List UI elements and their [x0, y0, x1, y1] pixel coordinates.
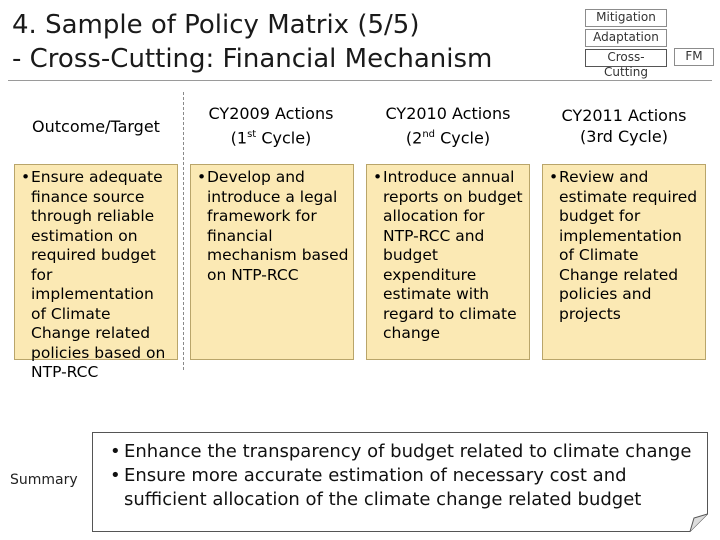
tag-cross-cutting: Cross-Cutting	[585, 49, 667, 79]
cell-outcome-text: Ensure adequate finance source through r…	[31, 168, 166, 381]
cell-cy2009: • Develop and introduce a legal framework…	[190, 164, 354, 360]
slide-title: 4. Sample of Policy Matrix (5/5) - Cross…	[12, 8, 492, 76]
header-cy2009-title: CY2009 Actions	[208, 104, 334, 124]
title-divider	[8, 80, 712, 81]
tag-mitigation: Mitigation	[585, 9, 667, 27]
header-cy2011-cycle: (3rd Cycle)	[580, 127, 668, 146]
header-outcome: Outcome/Target	[16, 94, 176, 158]
summary-callout-shape	[92, 432, 708, 532]
header-cy2009-cycle: (1st Cycle)	[230, 128, 312, 148]
summary-list: • Enhance the transparency of budget rela…	[110, 440, 700, 512]
header-cy2011: CY2011 Actions (3rd Cycle)	[542, 94, 706, 158]
cell-cy2011-text: Review and estimate required budget for …	[559, 168, 698, 323]
summary-item: • Ensure more accurate estimation of nece…	[110, 465, 642, 510]
header-cy2010: CY2010 Actions (2nd Cycle)	[366, 94, 530, 158]
slide-title-line-1: 4. Sample of Policy Matrix (5/5)	[12, 10, 420, 40]
bullet-icon: •	[373, 168, 383, 186]
bullet-icon: •	[110, 465, 121, 486]
column-divider	[183, 92, 184, 370]
bullet-icon: •	[110, 441, 121, 462]
summary-label: Summary	[10, 472, 78, 488]
header-cy2010-title: CY2010 Actions	[385, 104, 511, 124]
bullet-icon: •	[21, 168, 31, 186]
cell-outcome: • Ensure adequate finance source through …	[14, 164, 178, 381]
header-cy2011-title: CY2011 Actions	[561, 106, 687, 125]
header-outcome-label: Outcome/Target	[32, 116, 160, 136]
slide-title-line-2: - Cross-Cutting: Financial Mechanism	[12, 44, 493, 74]
cell-cy2010-text: Introduce annual reports on budget alloc…	[383, 168, 523, 342]
tag-adaptation: Adaptation	[585, 29, 667, 47]
cell-cy2011: • Review and estimate required budget for…	[542, 164, 706, 360]
bullet-icon: •	[549, 168, 559, 186]
cell-cy2009-text: Develop and introduce a legal framework …	[207, 168, 349, 284]
cell-cy2010: • Introduce annual reports on budget allo…	[366, 164, 530, 360]
header-cy2009: CY2009 Actions (1st Cycle)	[190, 94, 352, 158]
summary-item: • Enhance the transparency of budget rela…	[110, 441, 692, 462]
tag-fm: FM	[674, 48, 714, 66]
bullet-icon: •	[197, 168, 207, 186]
header-cy2010-cycle: (2nd Cycle)	[405, 128, 491, 148]
summary-box	[92, 432, 708, 532]
